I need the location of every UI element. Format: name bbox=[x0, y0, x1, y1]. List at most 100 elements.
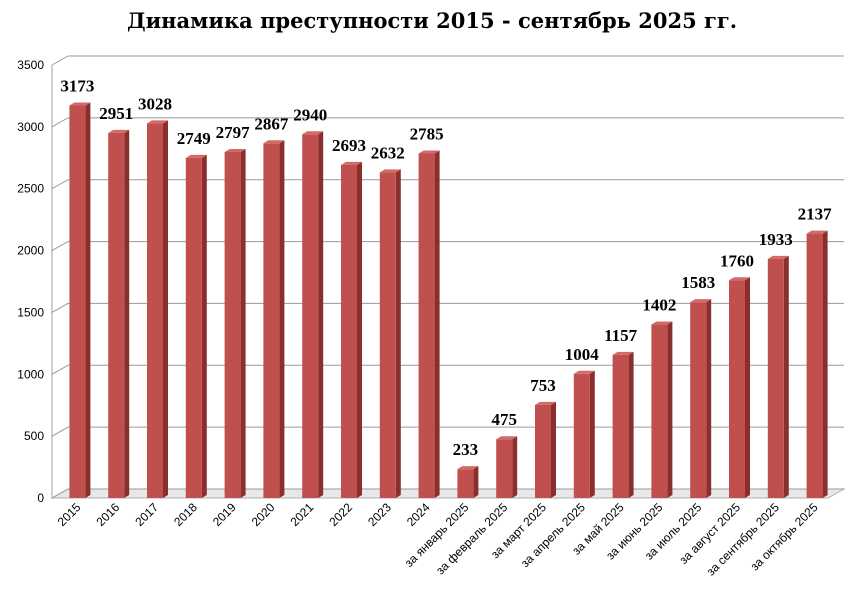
bar bbox=[767, 258, 784, 498]
chart-title: Динамика преступности 2015 - сентябрь 20… bbox=[126, 8, 738, 33]
bar bbox=[690, 302, 707, 498]
bar-top bbox=[108, 129, 130, 133]
x-tick-label: 2022 bbox=[326, 500, 355, 529]
bar-top bbox=[69, 102, 91, 106]
gridline bbox=[51, 55, 844, 66]
data-label: 2693 bbox=[332, 136, 366, 155]
x-tick-label: 2021 bbox=[288, 500, 317, 529]
bar-side bbox=[589, 370, 595, 498]
data-label: 1004 bbox=[565, 345, 600, 364]
bar bbox=[535, 404, 551, 498]
bar-side bbox=[628, 351, 634, 498]
data-label: 3028 bbox=[138, 94, 172, 113]
bar-top bbox=[767, 255, 789, 259]
x-tick-label: 2024 bbox=[404, 500, 433, 529]
data-label: 2797 bbox=[216, 123, 251, 142]
bar-side bbox=[85, 102, 91, 498]
bar bbox=[612, 354, 629, 498]
y-tick-label: 2000 bbox=[17, 244, 44, 258]
data-label: 753 bbox=[530, 376, 556, 395]
y-tick-label: 3000 bbox=[17, 120, 44, 134]
x-tick-label: 2016 bbox=[94, 500, 123, 529]
data-label: 2137 bbox=[798, 205, 833, 224]
gridline bbox=[51, 241, 844, 252]
y-tick-label: 3500 bbox=[17, 58, 44, 72]
bar bbox=[496, 439, 513, 498]
data-label: 3173 bbox=[60, 76, 94, 95]
data-label: 2867 bbox=[254, 114, 289, 133]
bar bbox=[108, 132, 125, 499]
bar-side bbox=[473, 466, 479, 498]
data-label: 233 bbox=[453, 440, 479, 459]
bar-top bbox=[302, 131, 324, 135]
bar-side bbox=[318, 131, 324, 498]
bar-side bbox=[706, 299, 712, 498]
bar-side bbox=[822, 230, 828, 499]
bar-side bbox=[279, 140, 285, 498]
x-tick-label: 2017 bbox=[132, 500, 161, 529]
bar-top bbox=[573, 370, 595, 374]
bar-top bbox=[612, 351, 634, 355]
bar bbox=[224, 151, 241, 499]
data-label: 2951 bbox=[99, 104, 133, 123]
data-label: 1933 bbox=[759, 230, 793, 249]
x-tick-label: 2018 bbox=[171, 500, 200, 529]
bar bbox=[185, 157, 202, 498]
bar-top bbox=[379, 169, 401, 173]
data-label: 1760 bbox=[720, 251, 754, 270]
gridline bbox=[51, 179, 844, 190]
bar bbox=[418, 153, 435, 498]
x-tick-label: за октябрь 2025 bbox=[748, 500, 821, 573]
bar-top bbox=[651, 321, 673, 325]
data-label: 1583 bbox=[681, 273, 715, 292]
y-tick-label: 0 bbox=[37, 491, 44, 505]
bar-side bbox=[512, 436, 518, 498]
bar-top bbox=[224, 148, 246, 152]
x-tick-label: 2019 bbox=[210, 500, 239, 529]
bar-side bbox=[240, 148, 246, 499]
y-tick-label: 1500 bbox=[17, 305, 44, 319]
x-tick-label: 2020 bbox=[249, 500, 278, 529]
bar-top bbox=[341, 161, 362, 165]
bar bbox=[263, 143, 280, 498]
gridline bbox=[51, 302, 844, 313]
bar-side bbox=[163, 120, 168, 499]
bar bbox=[69, 105, 86, 498]
bar-top bbox=[535, 401, 556, 405]
bar-side bbox=[551, 401, 556, 498]
bar-top bbox=[690, 299, 712, 303]
bar-top bbox=[496, 436, 518, 440]
x-tick-label: за сентябрь 2025 bbox=[704, 500, 782, 578]
bar-top bbox=[457, 466, 479, 470]
bar bbox=[573, 373, 590, 498]
bar-side bbox=[357, 161, 362, 498]
x-tick-label: 2015 bbox=[55, 500, 84, 529]
bar bbox=[302, 134, 319, 498]
bar-top bbox=[147, 120, 168, 124]
bar-side bbox=[783, 255, 789, 498]
gridline bbox=[51, 364, 844, 375]
gridline bbox=[51, 117, 844, 128]
bar-side bbox=[201, 154, 207, 498]
bar-top bbox=[729, 277, 750, 281]
bar bbox=[147, 123, 163, 499]
data-label: 2940 bbox=[293, 105, 327, 124]
bar bbox=[729, 280, 745, 498]
data-label: 2749 bbox=[177, 129, 211, 148]
bar bbox=[379, 172, 396, 498]
data-label: 2632 bbox=[371, 143, 405, 162]
gridline bbox=[51, 426, 844, 437]
y-tick-label: 500 bbox=[24, 429, 44, 443]
x-tick-label: 2023 bbox=[365, 500, 394, 529]
bar-side bbox=[667, 321, 673, 498]
bar-top bbox=[263, 140, 285, 144]
chart-floor bbox=[50, 488, 846, 499]
data-label: 1157 bbox=[604, 326, 638, 345]
bar-side bbox=[745, 277, 750, 498]
bar-side bbox=[434, 150, 440, 498]
data-label: 1402 bbox=[642, 296, 676, 315]
bar-side bbox=[124, 129, 130, 499]
bar bbox=[651, 324, 668, 498]
x-tick-label: за февраль 2025 bbox=[433, 500, 510, 577]
data-label: 475 bbox=[491, 410, 517, 429]
